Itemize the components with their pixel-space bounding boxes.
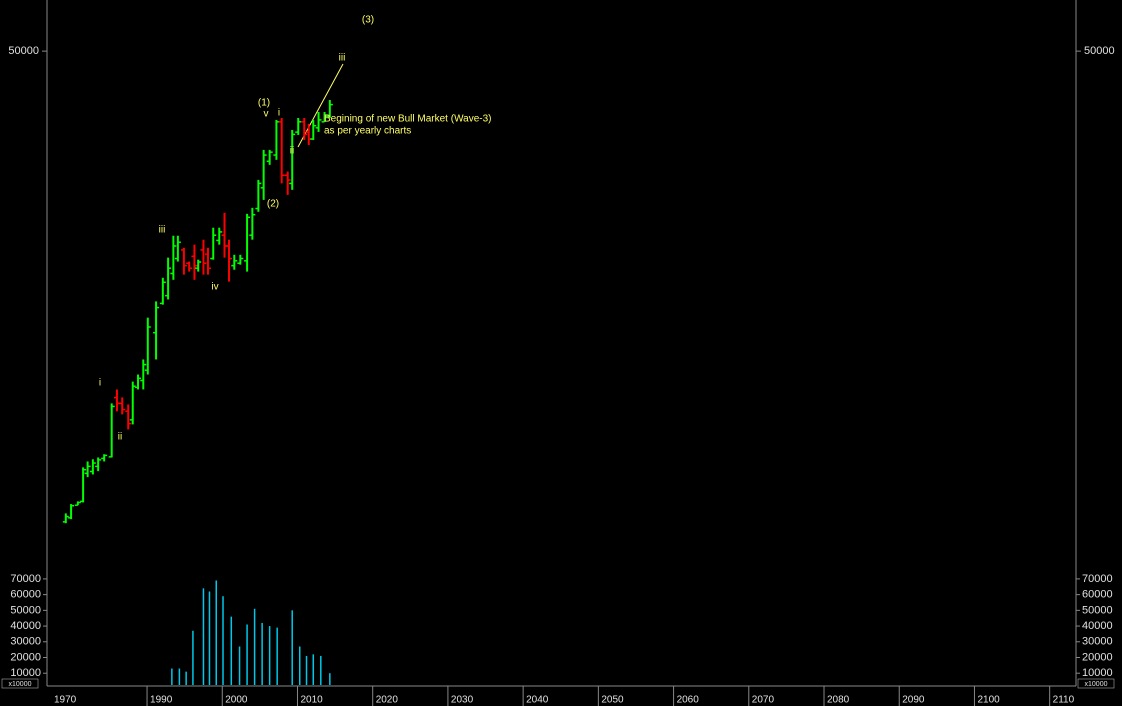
volume-tick-label: 70000 xyxy=(1082,573,1113,585)
x-tick-label: 2100 xyxy=(977,695,1000,706)
x-tick-label: 2000 xyxy=(225,695,248,706)
x-tick-label: 2070 xyxy=(752,695,775,706)
volume-tick-label: 50000 xyxy=(10,604,41,616)
annotation: iii xyxy=(339,53,346,64)
x-tick-label: 2020 xyxy=(376,695,399,706)
volume-tick-label: 70000 xyxy=(10,573,41,585)
annotation: i xyxy=(99,378,101,389)
volume-tick-label: 30000 xyxy=(10,636,41,648)
x-tick-label: 2050 xyxy=(601,695,624,706)
x-tick-label: 1990 xyxy=(150,695,173,706)
x-tick-label: 2030 xyxy=(451,695,474,706)
volume-tick-label: 20000 xyxy=(10,651,41,663)
unit-label: x10000 xyxy=(9,681,32,688)
volume-tick-label: 60000 xyxy=(10,589,41,601)
unit-box xyxy=(1,678,39,689)
annotation: (3) xyxy=(362,15,374,26)
x-tick-label: 2110 xyxy=(1053,695,1075,706)
annotation: (2) xyxy=(267,199,279,210)
annotation: i xyxy=(278,108,280,119)
volume-tick-label: 50000 xyxy=(1082,604,1113,616)
annotation: ii xyxy=(290,146,294,157)
volume-tick-label: 10000 xyxy=(10,667,41,679)
unit-label: x10000 xyxy=(1085,681,1108,688)
volume-tick-label: 40000 xyxy=(10,620,41,632)
annotation: (1) xyxy=(258,98,270,109)
volume-tick-label: 20000 xyxy=(1082,651,1113,663)
x-tick-label: 1970 xyxy=(54,695,77,706)
annotation: Begining of new Bull Market (Wave-3) xyxy=(324,114,491,125)
volume-tick-label: 10000 xyxy=(1082,667,1113,679)
x-tick-label: 2040 xyxy=(526,695,549,706)
volume-tick-label: 60000 xyxy=(1082,589,1113,601)
y-tick-label: 50000 xyxy=(1084,45,1115,57)
x-tick-label: 2080 xyxy=(827,695,850,706)
trend-line xyxy=(297,63,344,148)
unit-box xyxy=(1077,678,1115,689)
x-tick-label: 2090 xyxy=(902,695,925,706)
annotation: iv xyxy=(211,282,218,293)
annotation: iii xyxy=(159,225,166,236)
annotation: as per yearly charts xyxy=(324,126,411,137)
y-tick-label: 50000 xyxy=(8,45,39,57)
annotation: ii xyxy=(118,432,122,443)
volume-tick-label: 30000 xyxy=(1082,636,1113,648)
annotation: v xyxy=(264,109,269,120)
x-tick-label: 2060 xyxy=(677,695,700,706)
volume-tick-label: 40000 xyxy=(1082,620,1113,632)
x-tick-label: 2010 xyxy=(300,695,323,706)
